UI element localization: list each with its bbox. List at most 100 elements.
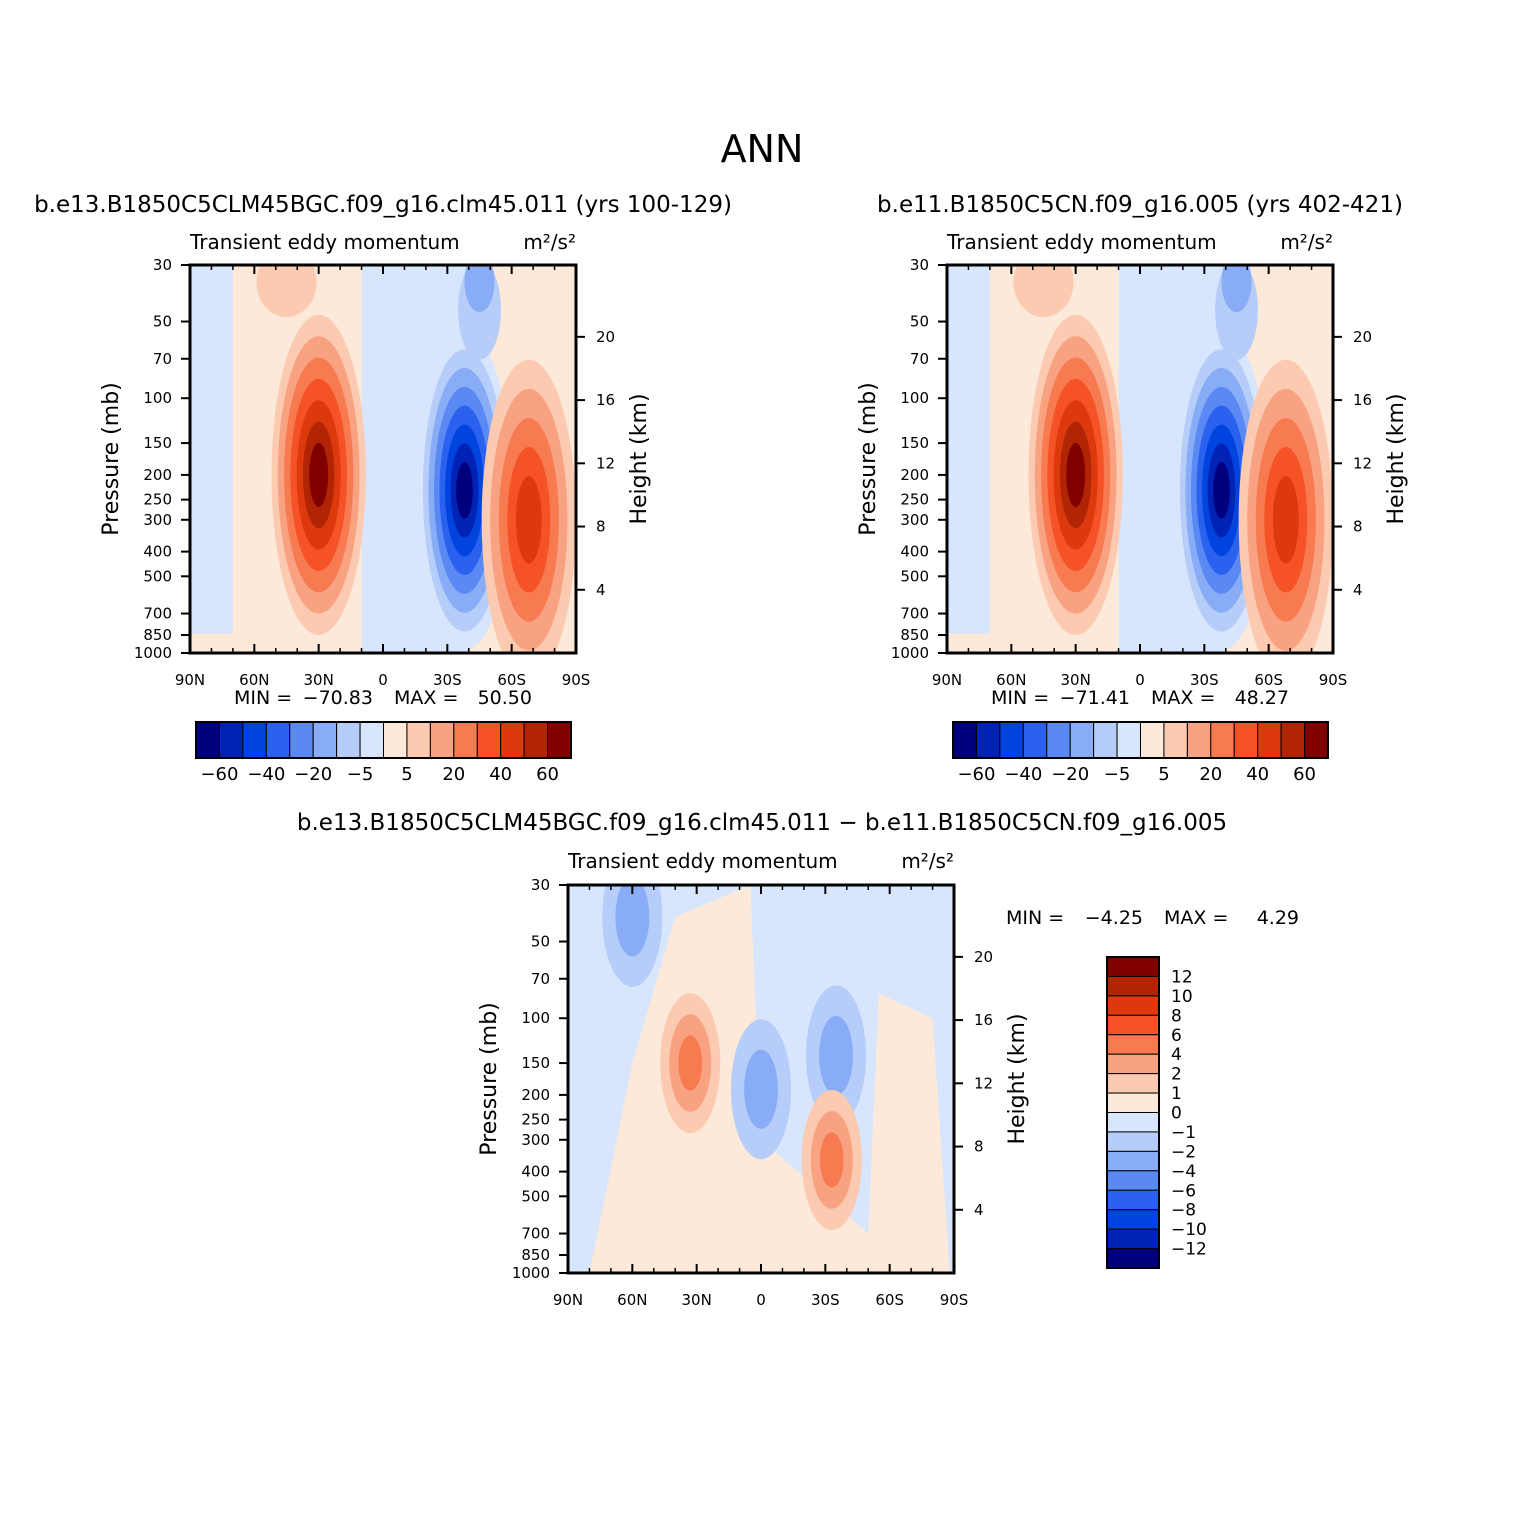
x-tick-label: 0 bbox=[1135, 671, 1145, 689]
colorbar-box bbox=[1106, 1150, 1160, 1172]
colorbar-label: 5 bbox=[401, 764, 412, 785]
colorbar-box bbox=[1106, 995, 1160, 1016]
y-tick-label: 150 bbox=[521, 1054, 550, 1072]
colorbar-box bbox=[1093, 721, 1118, 759]
colorbar-label: 5 bbox=[1158, 764, 1169, 785]
x-tick-label: 60N bbox=[996, 671, 1026, 689]
colorbar-box bbox=[406, 721, 431, 759]
colorbar-box bbox=[1106, 956, 1160, 977]
colorbar-frame bbox=[952, 721, 1329, 759]
panel-1-variable: Transient eddy momentum bbox=[946, 230, 1217, 254]
x-tick-label: 60S bbox=[875, 1291, 904, 1309]
height-tick-label: 20 bbox=[596, 328, 615, 346]
colorbar-box bbox=[952, 721, 977, 759]
colorbar-frame bbox=[195, 721, 572, 759]
y-tick-label: 700 bbox=[143, 605, 172, 623]
positive-contour bbox=[678, 1035, 703, 1091]
colorbar-label: 4 bbox=[1171, 1045, 1182, 1065]
colorbar-box bbox=[500, 721, 525, 759]
colorbar-label: −12 bbox=[1171, 1240, 1207, 1260]
height-tick-label: 20 bbox=[974, 948, 993, 966]
y-tick-label: 200 bbox=[143, 466, 172, 484]
colorbar-box bbox=[1106, 1189, 1160, 1211]
panel-0-y2label: Height (km) bbox=[627, 393, 652, 524]
colorbar-label: 40 bbox=[489, 764, 512, 785]
y-tick-label: 30 bbox=[910, 256, 929, 274]
y-tick-label: 500 bbox=[900, 567, 929, 585]
height-tick-label: 12 bbox=[1353, 454, 1372, 472]
height-tick-label: 4 bbox=[596, 581, 606, 599]
height-tick-label: 16 bbox=[974, 1011, 993, 1029]
height-tick-label: 8 bbox=[1353, 518, 1363, 536]
positive-contour bbox=[515, 476, 542, 564]
panel-2-min-value: −4.25 bbox=[1085, 907, 1143, 929]
colorbar-label: −4 bbox=[1171, 1162, 1196, 1182]
panel-1-units: m²/s² bbox=[1280, 230, 1333, 254]
colorbar-box bbox=[195, 721, 220, 759]
height-tick-label: 4 bbox=[1353, 581, 1363, 599]
colorbar-box bbox=[1106, 1248, 1160, 1269]
x-tick-label: 90N bbox=[553, 1291, 583, 1309]
colorbar-label: 60 bbox=[536, 764, 559, 785]
colorbar-label: −20 bbox=[294, 764, 332, 785]
y-tick-label: 100 bbox=[521, 1009, 550, 1027]
positive-contour bbox=[1013, 265, 1074, 318]
y-tick-label: 70 bbox=[910, 350, 929, 368]
negative-contour bbox=[1221, 265, 1252, 313]
x-tick-label: 60S bbox=[497, 671, 526, 689]
colorbar-box bbox=[429, 721, 455, 759]
y-tick-label: 500 bbox=[143, 567, 172, 585]
panel-1-ylabel: Pressure (mb) bbox=[856, 382, 881, 536]
panel-0-min-value: −70.83 bbox=[303, 687, 373, 709]
panel-0-contours bbox=[190, 265, 576, 653]
colorbar-box bbox=[1106, 1170, 1160, 1191]
y-tick-label: 700 bbox=[900, 605, 929, 623]
x-tick-label: 30N bbox=[682, 1291, 712, 1309]
y-tick-label: 50 bbox=[910, 313, 929, 331]
y-tick-label: 400 bbox=[521, 1163, 550, 1181]
colorbar-box bbox=[975, 721, 1001, 759]
y-tick-label: 1000 bbox=[891, 644, 929, 662]
panel-0-units: m²/s² bbox=[523, 230, 576, 254]
height-tick-label: 16 bbox=[1353, 391, 1372, 409]
y-tick-label: 1000 bbox=[512, 1264, 550, 1282]
panel-1-max-label: MAX = bbox=[1151, 687, 1215, 709]
colorbar-label: −2 bbox=[1171, 1142, 1196, 1162]
y-tick-label: 700 bbox=[521, 1225, 550, 1243]
y-tick-label: 300 bbox=[143, 511, 172, 529]
y-tick-label: 50 bbox=[531, 933, 550, 951]
colorbar-box bbox=[218, 721, 244, 759]
page-title: ANN bbox=[721, 127, 804, 171]
y-tick-label: 400 bbox=[143, 543, 172, 561]
colorbar-box bbox=[242, 721, 267, 759]
positive-contour bbox=[256, 265, 317, 318]
x-tick-label: 30S bbox=[433, 671, 462, 689]
colorbar-label: 1 bbox=[1171, 1084, 1182, 1104]
y-tick-label: 850 bbox=[521, 1246, 550, 1264]
panel-1-min-value: −71.41 bbox=[1060, 687, 1130, 709]
height-tick-label: 8 bbox=[596, 518, 606, 536]
panel-1-colorbar: −60 −40 −20 −5 5 20 40 60 bbox=[952, 721, 1329, 785]
colorbar-box bbox=[1186, 721, 1212, 759]
negative-contour bbox=[464, 265, 495, 313]
panel-0-case-title: b.e13.B1850C5CLM45BGC.f09_g16.clm45.011 … bbox=[34, 192, 732, 218]
panel-1-y2label: Height (km) bbox=[1384, 393, 1409, 524]
colorbar-box bbox=[1106, 1209, 1160, 1230]
panel-2-max-value: 4.29 bbox=[1257, 907, 1299, 929]
panel-2-case-title: b.e13.B1850C5CLM45BGC.f09_g16.clm45.011 … bbox=[297, 810, 1227, 836]
negative-contour bbox=[615, 885, 650, 957]
y-tick-label: 70 bbox=[531, 970, 550, 988]
panel-0-min-label: MIN = bbox=[234, 687, 292, 709]
colorbar-box bbox=[1140, 721, 1165, 759]
y-tick-label: 500 bbox=[521, 1187, 550, 1205]
colorbar-box bbox=[1116, 721, 1141, 759]
panel-2-axes: 90N 60N 30N 0 30S 60S 90S 30 50 70 100 150 200 250 300… bbox=[512, 876, 993, 1309]
x-tick-label: 90N bbox=[175, 671, 205, 689]
y-tick-label: 1000 bbox=[134, 644, 172, 662]
x-tick-label: 60S bbox=[1254, 671, 1283, 689]
colorbar-box bbox=[383, 721, 408, 759]
colorbar-label: −6 bbox=[1171, 1181, 1196, 1201]
panel-0-variable: Transient eddy momentum bbox=[189, 230, 460, 254]
colorbar-box bbox=[359, 721, 384, 759]
